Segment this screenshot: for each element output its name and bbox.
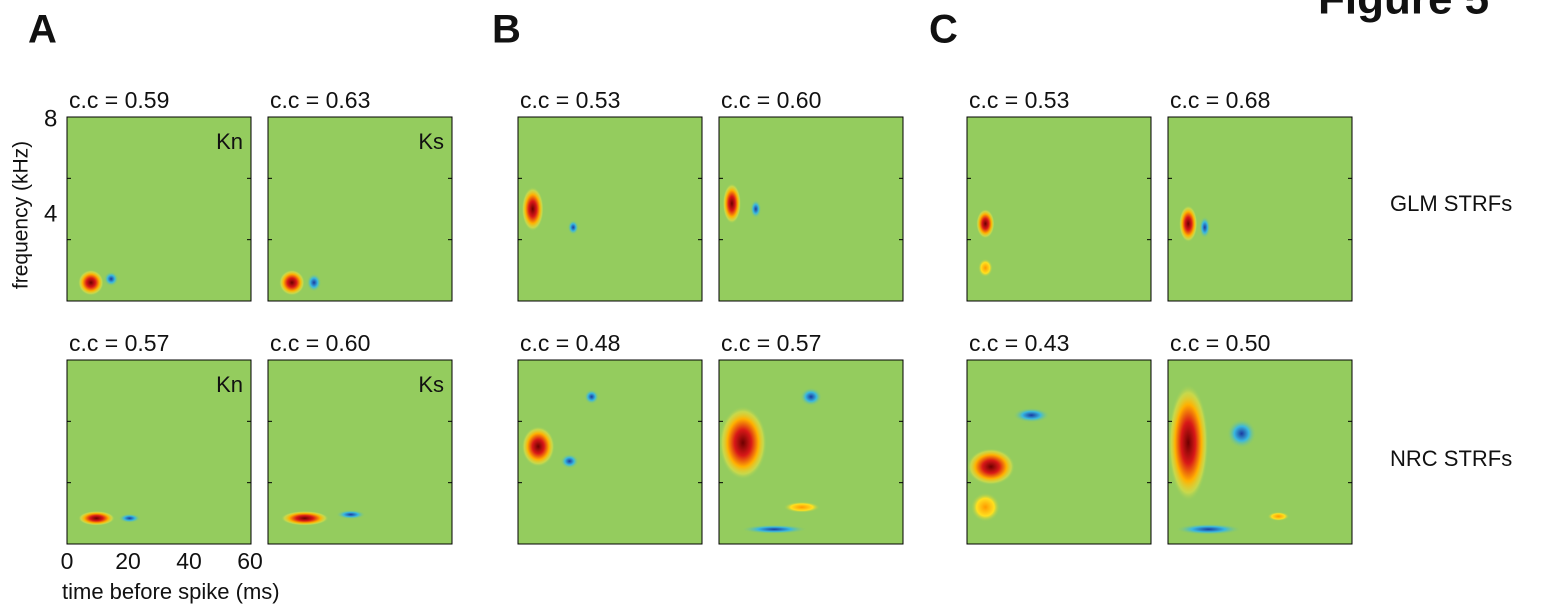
heatmap-blob [78,511,115,526]
correlation-label: c.c = 0.57 [721,330,821,356]
heatmap-blob [281,511,329,526]
x-tick-label: 60 [237,548,263,574]
heatmap-blob [783,502,820,513]
heatmap-blob [1227,419,1256,448]
correlation-label: c.c = 0.48 [520,330,620,356]
correlation-label: c.c = 0.60 [270,330,370,356]
panel-letter: C [929,8,958,52]
kernel-label: Kn [216,372,243,397]
y-axis-label: frequency (kHz) [10,141,33,289]
correlation-label: c.c = 0.43 [969,330,1069,356]
correlation-label: c.c = 0.60 [721,87,821,113]
panel-letter: A [28,8,57,52]
heatmap-blob [568,220,579,235]
heatmap-blob [560,454,578,469]
y-tick-label: 4 [44,200,57,227]
heatmap-blob [1175,524,1241,535]
heatmap-blob [719,406,767,480]
heatmap-blob [1168,384,1208,502]
heatmap-blob [307,273,322,291]
heatmap-blob [336,510,365,519]
heatmap [1168,117,1352,301]
figure-label: Figure 5 [1318,0,1489,24]
correlation-label: c.c = 0.68 [1170,87,1270,113]
heatmap-blob [279,270,305,296]
heatmap-blob [741,525,807,534]
correlation-label: c.c = 0.53 [520,87,620,113]
heatmap-blob [1179,205,1197,242]
heatmap-blob [978,259,993,277]
correlation-label: c.c = 0.53 [969,87,1069,113]
kernel-label: Kn [216,129,243,154]
figure: Figure 5 GLM STRFs NRC STRFs frequency (… [0,0,1555,610]
heatmap-blob [723,183,741,223]
heatmap-blob [976,209,994,238]
kernel-label: Ks [418,372,444,397]
row-label: GLM STRFs [1390,191,1512,216]
heatmap-blob [1013,408,1050,423]
x-tick-label: 40 [176,548,202,574]
correlation-label: c.c = 0.57 [69,330,169,356]
correlation-label: c.c = 0.59 [69,87,169,113]
heatmap-blob [78,270,104,296]
heatmap-blob [104,272,119,287]
heatmap [518,117,702,301]
correlation-label: c.c = 0.50 [1170,330,1270,356]
heatmap-blob [522,426,555,466]
heatmap-blob [119,514,141,523]
kernel-label: Ks [418,129,444,154]
x-axis-label: time before spike (ms) [62,579,280,604]
row-label: NRC STRFs [1390,446,1512,471]
heatmap-blob [1267,512,1289,521]
x-tick-label: 20 [115,548,141,574]
x-tick-label: 0 [61,548,74,574]
correlation-label: c.c = 0.63 [270,87,370,113]
heatmap-blob [800,388,822,406]
panel-letter: B [492,8,521,52]
y-tick-label: 8 [44,105,57,132]
heatmap-blob [522,187,544,231]
heatmap-blob [971,492,1000,521]
heatmap-blob [1199,216,1210,238]
heatmap [967,117,1151,301]
heatmap-blob [584,389,599,404]
heatmap [719,117,903,301]
heatmap-blob [750,200,761,218]
heatmap-blob [967,448,1015,485]
